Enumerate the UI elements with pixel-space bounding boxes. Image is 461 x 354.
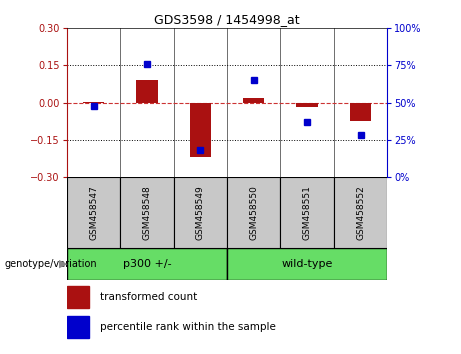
Text: GSM458547: GSM458547 — [89, 185, 98, 240]
Text: transformed count: transformed count — [100, 292, 197, 302]
Bar — [350, 103, 371, 121]
Bar — [227, 248, 387, 280]
Bar — [227, 177, 280, 248]
Bar — [136, 80, 158, 103]
Text: GSM458549: GSM458549 — [196, 185, 205, 240]
Text: GSM458551: GSM458551 — [302, 185, 312, 240]
Bar — [296, 103, 318, 107]
Bar — [67, 316, 89, 338]
Bar — [67, 248, 227, 280]
Bar — [67, 177, 120, 248]
Bar — [280, 177, 334, 248]
Bar — [120, 177, 174, 248]
Text: GSM458548: GSM458548 — [142, 185, 152, 240]
Bar — [174, 177, 227, 248]
Bar — [189, 103, 211, 157]
Text: ▶: ▶ — [59, 259, 67, 269]
Text: GSM458550: GSM458550 — [249, 185, 258, 240]
Bar — [67, 286, 89, 308]
Text: genotype/variation: genotype/variation — [5, 259, 97, 269]
Text: p300 +/-: p300 +/- — [123, 259, 171, 269]
Bar — [83, 102, 104, 103]
Title: GDS3598 / 1454998_at: GDS3598 / 1454998_at — [154, 13, 300, 26]
Text: wild-type: wild-type — [282, 259, 333, 269]
Text: GSM458552: GSM458552 — [356, 185, 365, 240]
Bar — [334, 177, 387, 248]
Text: percentile rank within the sample: percentile rank within the sample — [100, 322, 276, 332]
Bar — [243, 98, 265, 103]
